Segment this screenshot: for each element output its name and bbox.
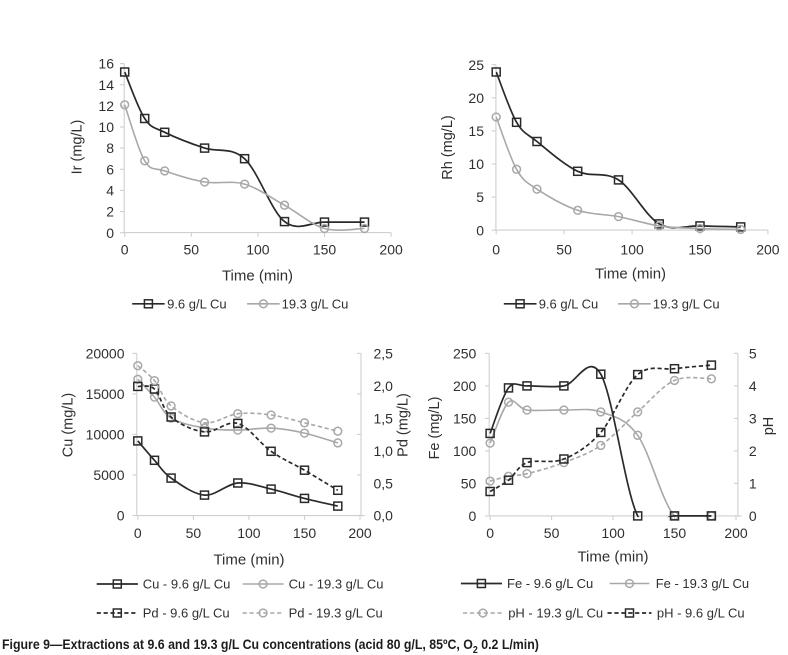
svg-text:Time (min): Time (min) xyxy=(222,267,293,284)
svg-text:0: 0 xyxy=(117,508,125,524)
svg-text:Fe (mg/L): Fe (mg/L) xyxy=(427,397,443,460)
svg-text:Time (min): Time (min) xyxy=(595,265,666,282)
svg-text:Time (min): Time (min) xyxy=(577,549,648,566)
svg-text:20: 20 xyxy=(468,90,484,106)
svg-text:50: 50 xyxy=(186,525,202,541)
svg-text:100: 100 xyxy=(246,241,270,257)
svg-text:0: 0 xyxy=(492,242,500,258)
svg-text:50: 50 xyxy=(184,241,200,257)
svg-text:5: 5 xyxy=(476,189,484,205)
svg-text:6: 6 xyxy=(106,161,114,177)
svg-text:100: 100 xyxy=(601,525,625,541)
svg-text:5: 5 xyxy=(749,346,757,362)
svg-text:1,0: 1,0 xyxy=(374,443,394,459)
svg-text:10: 10 xyxy=(468,156,484,172)
svg-text:2,0: 2,0 xyxy=(374,378,394,394)
svg-text:100: 100 xyxy=(620,242,644,258)
svg-text:19.3 g/L Cu: 19.3 g/L Cu xyxy=(282,297,349,312)
svg-text:8: 8 xyxy=(106,140,114,156)
svg-text:200: 200 xyxy=(453,378,477,394)
svg-text:Ir (mg/L): Ir (mg/L) xyxy=(70,120,86,175)
svg-text:0: 0 xyxy=(469,508,477,524)
svg-text:pH: pH xyxy=(761,417,777,436)
svg-text:5000: 5000 xyxy=(93,467,124,483)
svg-text:14: 14 xyxy=(98,77,114,93)
svg-text:2: 2 xyxy=(749,443,757,459)
svg-text:50: 50 xyxy=(461,476,477,492)
svg-text:9.6 g/L Cu: 9.6 g/L Cu xyxy=(539,297,599,312)
svg-text:Cu (mg/L): Cu (mg/L) xyxy=(61,393,77,457)
svg-text:150: 150 xyxy=(688,242,712,258)
svg-text:150: 150 xyxy=(453,411,477,427)
svg-text:4: 4 xyxy=(749,378,757,394)
svg-text:0,5: 0,5 xyxy=(374,475,394,491)
svg-text:Time (min): Time (min) xyxy=(213,552,284,569)
svg-text:0: 0 xyxy=(476,222,484,238)
svg-text:pH - 19.3 g/L Cu: pH - 19.3 g/L Cu xyxy=(508,606,603,621)
svg-text:0,0: 0,0 xyxy=(374,508,394,524)
svg-text:200: 200 xyxy=(379,241,403,257)
svg-text:100: 100 xyxy=(237,525,261,541)
svg-text:10000: 10000 xyxy=(86,427,125,443)
svg-text:20000: 20000 xyxy=(86,346,125,362)
svg-text:200: 200 xyxy=(756,242,780,258)
svg-text:50: 50 xyxy=(544,525,560,541)
svg-text:Pd (mg/L): Pd (mg/L) xyxy=(396,393,412,457)
svg-text:Rh (mg/L): Rh (mg/L) xyxy=(440,115,456,179)
svg-text:Cu - 9.6 g/L Cu: Cu - 9.6 g/L Cu xyxy=(143,577,231,592)
svg-text:0: 0 xyxy=(106,225,114,241)
svg-text:150: 150 xyxy=(313,241,337,257)
svg-text:15000: 15000 xyxy=(86,386,125,402)
svg-text:Cu - 19.3 g/L Cu: Cu - 19.3 g/L Cu xyxy=(289,577,384,592)
svg-text:15: 15 xyxy=(468,123,484,139)
svg-text:Fe - 9.6 g/L Cu: Fe - 9.6 g/L Cu xyxy=(507,576,593,591)
svg-text:1: 1 xyxy=(749,476,757,492)
svg-text:50: 50 xyxy=(556,242,572,258)
svg-text:Fe - 19.3 g/L Cu: Fe - 19.3 g/L Cu xyxy=(656,576,749,591)
svg-text:0: 0 xyxy=(134,525,142,541)
svg-text:4: 4 xyxy=(106,183,114,199)
svg-text:1,5: 1,5 xyxy=(374,410,394,426)
svg-text:19.3 g/L Cu: 19.3 g/L Cu xyxy=(653,297,720,312)
svg-text:Pd - 9.6 g/L Cu: Pd - 9.6 g/L Cu xyxy=(143,606,230,621)
svg-text:12: 12 xyxy=(98,98,114,114)
svg-text:9.6 g/L Cu: 9.6 g/L Cu xyxy=(167,297,227,312)
svg-text:150: 150 xyxy=(663,525,687,541)
svg-text:Pd - 19.3 g/L Cu: Pd - 19.3 g/L Cu xyxy=(289,606,383,621)
svg-text:0: 0 xyxy=(486,525,494,541)
svg-text:2: 2 xyxy=(106,204,114,220)
svg-text:25: 25 xyxy=(468,57,484,73)
svg-text:pH - 9.6 g/L Cu: pH - 9.6 g/L Cu xyxy=(657,606,745,621)
svg-text:10: 10 xyxy=(98,119,114,135)
svg-text:200: 200 xyxy=(724,525,748,541)
svg-text:0: 0 xyxy=(121,241,129,257)
svg-text:200: 200 xyxy=(348,525,372,541)
svg-text:250: 250 xyxy=(453,346,477,362)
svg-text:0: 0 xyxy=(749,508,757,524)
svg-text:150: 150 xyxy=(293,525,317,541)
svg-text:3: 3 xyxy=(749,411,757,427)
svg-text:16: 16 xyxy=(98,56,114,72)
svg-text:2,5: 2,5 xyxy=(374,346,394,362)
svg-text:100: 100 xyxy=(453,443,477,459)
